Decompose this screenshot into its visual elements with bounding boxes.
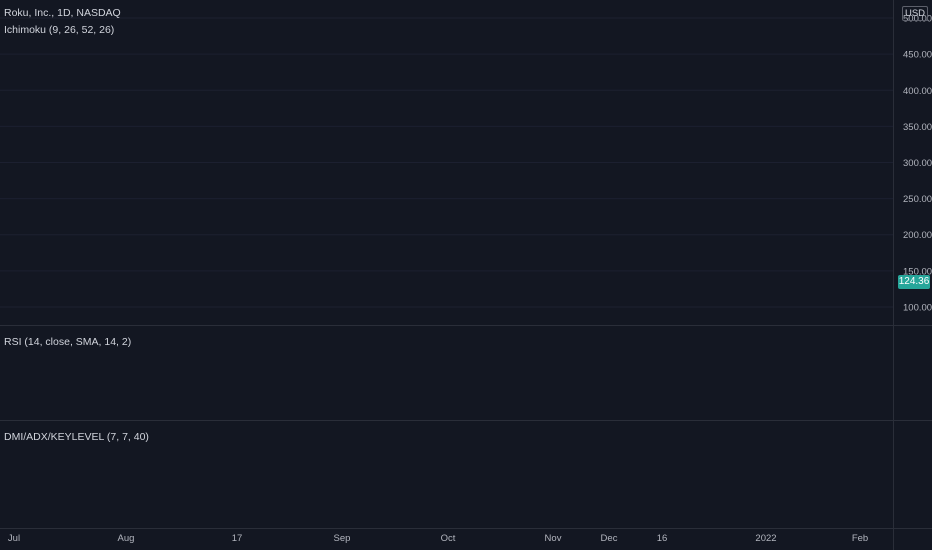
time-tick-label: 17 xyxy=(232,533,243,544)
rsi-legend[interactable]: RSI (14, close, SMA, 14, 2) xyxy=(4,336,132,348)
time-tick-label: Dec xyxy=(601,533,618,544)
price-tick-label: 150.00 xyxy=(903,266,932,277)
symbol-legend[interactable]: Roku, Inc., 1D, NASDAQ xyxy=(4,7,121,19)
time-tick-label: 2022 xyxy=(755,533,776,544)
currency-selector[interactable]: USD xyxy=(902,6,928,21)
price-tick-label: 500.00 xyxy=(903,14,932,25)
dmi-legend[interactable]: DMI/ADX/KEYLEVEL (7, 7, 40) xyxy=(4,431,149,443)
price-tick-label: 250.00 xyxy=(903,194,932,205)
time-tick-label: Feb xyxy=(852,533,868,544)
time-tick-label: Nov xyxy=(545,533,562,544)
last-price-label: 124.36 xyxy=(898,275,930,289)
ichimoku-legend[interactable]: Ichimoku (9, 26, 52, 26) xyxy=(4,24,115,36)
price-tick-label: 200.00 xyxy=(903,230,932,241)
time-tick-label: Oct xyxy=(441,533,456,544)
price-tick-label: 400.00 xyxy=(903,86,932,97)
time-tick-label: Jul xyxy=(8,533,20,544)
price-tick-label: 300.00 xyxy=(903,158,932,169)
price-tick-label: 100.00 xyxy=(903,302,932,313)
time-tick-label: Sep xyxy=(334,533,351,544)
price-tick-label: 450.00 xyxy=(903,50,932,61)
time-tick-label: Aug xyxy=(118,533,135,544)
price-tick-label: 350.00 xyxy=(903,122,932,133)
time-tick-label: 16 xyxy=(657,533,668,544)
